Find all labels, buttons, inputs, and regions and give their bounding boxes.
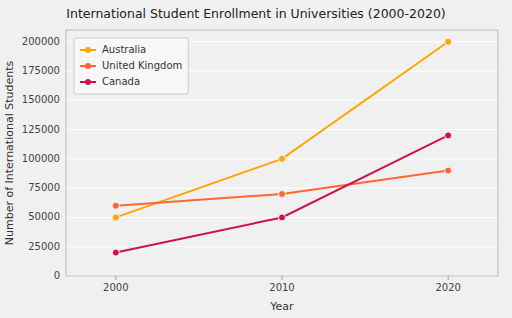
y-tick-label: 50000 — [28, 211, 60, 222]
series-marker — [112, 249, 119, 256]
series-marker — [445, 167, 452, 174]
chart-title: International Student Enrollment in Univ… — [66, 6, 445, 21]
plot-frame — [66, 30, 498, 276]
y-tick-label: 150000 — [22, 94, 60, 105]
legend-marker — [85, 79, 91, 85]
series-marker — [445, 38, 452, 45]
y-axis-label: Number of International Students — [3, 60, 16, 245]
series-marker — [279, 155, 286, 162]
legend: Australia United Kingdom Canada — [74, 38, 188, 94]
legend-label: United Kingdom — [102, 60, 182, 71]
y-tick-label: 25000 — [28, 241, 60, 252]
x-tick — [448, 276, 449, 280]
series-line — [116, 135, 448, 252]
grid-line — [66, 246, 498, 247]
y-tick-label: 75000 — [28, 182, 60, 193]
x-tick-label: 2020 — [435, 282, 460, 293]
x-tick — [115, 276, 116, 280]
series-marker — [112, 214, 119, 221]
series-marker — [445, 132, 452, 139]
legend-label: Canada — [102, 76, 140, 87]
x-tick-label: 2000 — [103, 282, 128, 293]
x-axis-label: Year — [269, 300, 294, 313]
grid-line — [66, 100, 498, 101]
y-tick-label: 100000 — [22, 153, 60, 164]
y-tick-label: 0 — [54, 270, 60, 281]
grid-line — [66, 188, 498, 189]
series-marker — [112, 202, 119, 209]
chart: 0 25000 50000 75000 100000 125000 150000 175000… — [0, 0, 512, 318]
series-marker — [279, 214, 286, 221]
legend-label: Australia — [102, 44, 146, 55]
y-tick-label: 200000 — [22, 36, 60, 47]
background — [0, 0, 512, 318]
legend-marker — [85, 63, 91, 69]
x-tick — [282, 276, 283, 280]
grid-line — [66, 129, 498, 130]
y-tick-label: 125000 — [22, 124, 60, 135]
series-line — [116, 171, 448, 206]
legend-box — [74, 38, 188, 94]
legend-marker — [85, 47, 91, 53]
series-marker — [279, 191, 286, 198]
x-tick-label: 2010 — [269, 282, 294, 293]
y-tick-label: 175000 — [22, 65, 60, 76]
